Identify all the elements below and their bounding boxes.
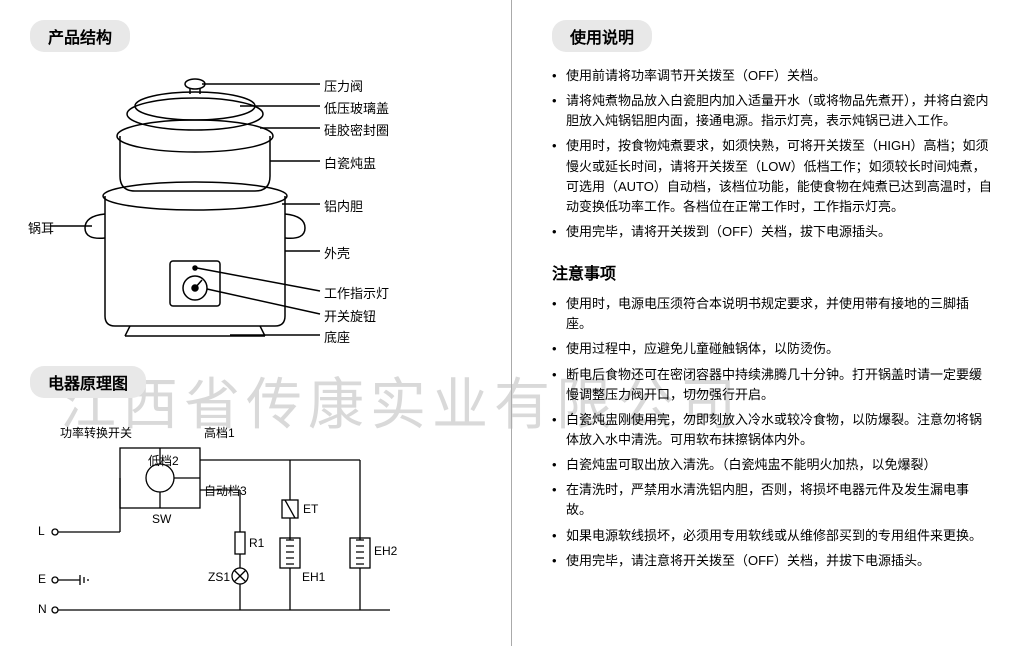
usage-item: 使用完毕，请将开关拨到（OFF）关档，拔下电源插头。 xyxy=(552,222,994,242)
label-shell: 外壳 xyxy=(324,243,350,262)
label-switch-title: 功率转换开关 xyxy=(60,424,132,441)
usage-item: 请将炖煮物品放入白瓷胆内加入适量开水（或将物品先煮开），并将白瓷内胆放入炖锅铝胆… xyxy=(552,91,994,131)
label-valve: 压力阀 xyxy=(324,76,363,95)
left-column: 产品结构 xyxy=(0,0,512,646)
label-inner-pot: 铝内胆 xyxy=(324,196,363,215)
page-container: 产品结构 xyxy=(0,0,1024,646)
label-eh1: EH1 xyxy=(302,570,325,584)
structure-title: 产品结构 xyxy=(30,20,130,52)
product-diagram: 压力阀 低压玻璃盖 硅胶密封圈 白瓷炖盅 锅耳 铝内胆 外壳 工作指示灯 开关旋… xyxy=(30,66,471,356)
caution-item: 如果电源软线损坏，必须用专用软线或从维修部买到的专用组件来更换。 xyxy=(552,526,994,546)
label-low: 低档2 xyxy=(148,452,179,469)
caution-item: 在清洗时，严禁用水清洗铝内胆，否则，将损坏电器元件及发生漏电事故。 xyxy=(552,480,994,520)
caution-item: 使用时，电源电压须符合本说明书规定要求，并使用带有接地的三脚插座。 xyxy=(552,294,994,334)
label-r1: R1 xyxy=(249,536,264,550)
label-base: 底座 xyxy=(324,327,350,346)
label-e: E xyxy=(38,572,46,586)
label-et: ET xyxy=(303,502,318,516)
label-indicator: 工作指示灯 xyxy=(324,283,389,302)
label-auto: 自动档3 xyxy=(204,482,247,499)
caution-item: 白瓷炖盅刚使用完，勿即刻放入冷水或较冷食物，以防爆裂。注意勿将锅体放入水中清洗。… xyxy=(552,410,994,450)
cooker-svg xyxy=(30,66,470,356)
label-eh2: EH2 xyxy=(374,544,397,558)
caution-item: 断电后食物还可在密闭容器中持续沸腾几十分钟。打开锅盖时请一定要缓慢调整压力阀开口… xyxy=(552,365,994,405)
caution-title: 注意事项 xyxy=(552,260,994,284)
right-column: 使用说明 使用前请将功率调节开关拨至（OFF）关档。 请将炖煮物品放入白瓷胆内加… xyxy=(512,0,1024,646)
label-stew-cup: 白瓷炖盅 xyxy=(324,153,376,172)
label-l: L xyxy=(38,524,45,538)
usage-item: 使用时，按食物炖煮要求，如须快熟，可将开关拨至（HIGH）高档；如须慢火或延长时… xyxy=(552,136,994,217)
label-sw: SW xyxy=(152,512,171,526)
circuit-title: 电器原理图 xyxy=(30,366,146,398)
label-n: N xyxy=(38,602,47,616)
label-zs1: ZS1 xyxy=(208,570,230,584)
label-pot-ear: 锅耳 xyxy=(28,218,54,237)
circuit-diagram: 功率转换开关 高档1 低档2 自动档3 SW ET R1 ZS1 EH1 EH2… xyxy=(30,420,471,630)
label-knob: 开关旋钮 xyxy=(324,306,376,325)
label-seal-ring: 硅胶密封圈 xyxy=(324,120,389,139)
caution-item: 使用完毕，请注意将开关拨至（OFF）关档，并拔下电源插头。 xyxy=(552,551,994,571)
circuit-svg xyxy=(30,420,470,630)
usage-title: 使用说明 xyxy=(552,20,652,52)
usage-item: 使用前请将功率调节开关拨至（OFF）关档。 xyxy=(552,66,994,86)
usage-list: 使用前请将功率调节开关拨至（OFF）关档。 请将炖煮物品放入白瓷胆内加入适量开水… xyxy=(552,66,994,242)
caution-item: 白瓷炖盅可取出放入清洗。（白瓷炖盅不能明火加热，以免爆裂） xyxy=(552,455,994,475)
label-glass-lid: 低压玻璃盖 xyxy=(324,98,389,117)
caution-list: 使用时，电源电压须符合本说明书规定要求，并使用带有接地的三脚插座。 使用过程中，… xyxy=(552,294,994,571)
label-high: 高档1 xyxy=(204,424,235,441)
caution-item: 使用过程中，应避免儿童碰触锅体，以防烫伤。 xyxy=(552,339,994,359)
